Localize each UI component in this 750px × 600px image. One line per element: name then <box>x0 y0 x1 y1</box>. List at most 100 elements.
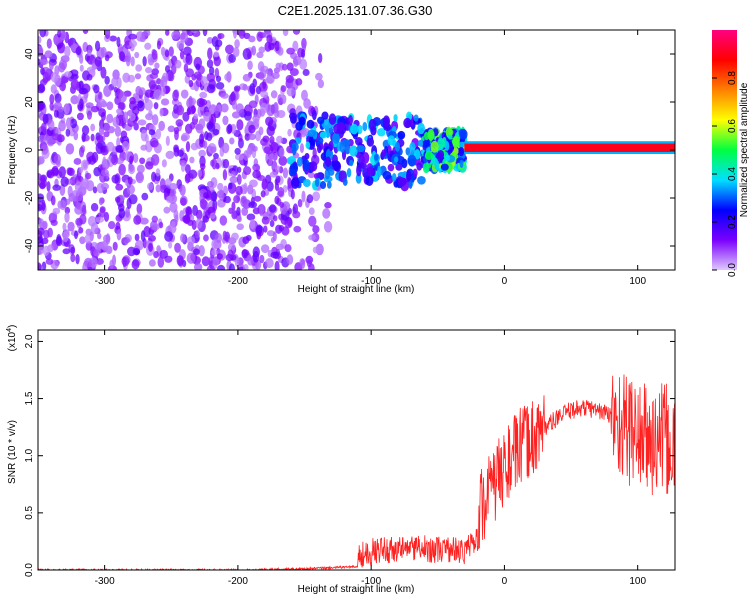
spectrogram-cell <box>64 211 70 223</box>
spectrogram-cell <box>115 183 124 191</box>
spectrogram-cell <box>132 105 140 116</box>
spectrogram-cell <box>281 94 287 104</box>
spectrogram-cell <box>112 241 118 251</box>
spectrogram-cell <box>176 255 184 267</box>
spectrogram-cell <box>55 236 63 247</box>
spectrogram-cell <box>360 162 367 170</box>
y-tick-label: 2.0 <box>24 334 35 348</box>
spectrogram-cell <box>237 166 242 173</box>
spectrogram-cell <box>134 240 144 251</box>
spectrogram-cell <box>198 245 205 257</box>
spectrogram-x-ticks: -300 -200 -100 0 100 <box>95 30 646 287</box>
spectrogram-cell <box>179 50 185 60</box>
spectrogram-cell <box>188 95 193 108</box>
spectrogram-cell <box>75 253 80 265</box>
spectrogram-cell <box>344 143 351 155</box>
spectrogram-cell <box>248 35 256 43</box>
spectrogram-cell <box>42 245 50 257</box>
spectrogram-cell <box>53 101 62 111</box>
spectrogram-cell <box>84 234 93 244</box>
spectrogram-cell <box>269 171 278 178</box>
spectrogram-cell <box>44 51 53 58</box>
spectrogram-cell <box>206 59 214 69</box>
spectrogram-cell <box>78 227 84 234</box>
colorbar-tick-label: 0.6 <box>727 119 738 133</box>
snr-scale-label: (x104) <box>6 325 18 352</box>
snr-y-label: SNR (10 * v/v) <box>7 420 18 484</box>
spectrogram-cell <box>242 83 248 91</box>
spectrogram-cell <box>182 111 190 122</box>
spectrogram-cell <box>75 190 84 202</box>
spectrogram-cell <box>137 100 144 109</box>
spectrogram-heatmap <box>38 30 675 270</box>
spectrogram-cell <box>165 150 175 160</box>
spectrogram-cell <box>147 182 154 191</box>
spectrogram-cell <box>134 73 142 80</box>
spectrogram-cell <box>240 195 248 208</box>
spectrogram-cell <box>199 198 208 210</box>
spectrogram-cell <box>406 169 412 182</box>
spectrogram-cell <box>144 89 154 98</box>
spectrogram-cell <box>440 163 449 171</box>
spectrogram-cell <box>222 230 227 241</box>
snr-y-ticks: 0.0 0.5 1.0 1.5 2.0 <box>24 334 675 577</box>
spectrogram-cell <box>202 215 210 223</box>
spectrogram-cell <box>354 136 363 146</box>
spectrogram-cell <box>75 46 82 56</box>
spectrogram-cell <box>309 161 318 172</box>
spectrogram-cell <box>242 48 252 60</box>
spectrogram-cell <box>148 129 156 136</box>
spectrogram-cell <box>350 123 359 135</box>
spectrogram-cell <box>129 112 136 122</box>
spectrogram-cell <box>164 65 170 73</box>
spectrogram-cell <box>231 210 238 220</box>
spectrogram-cell <box>266 125 275 137</box>
x-tick-label: 100 <box>629 576 646 587</box>
spectrogram-cell <box>437 150 445 159</box>
spectrogram-cell <box>302 178 311 188</box>
spectrogram-cell <box>243 263 249 270</box>
spectrogram-cell <box>231 170 236 179</box>
spectrogram-cell <box>175 105 185 116</box>
spectrogram-cell <box>189 156 195 164</box>
spectrogram-cell <box>312 147 317 159</box>
spectrogram-cell <box>85 102 94 109</box>
spectrogram-cell <box>183 46 192 57</box>
spectrogram-cell <box>176 40 185 50</box>
spectrogram-cell <box>394 142 401 152</box>
spectrogram-cell <box>123 111 129 124</box>
spectrogram-cell <box>91 62 96 71</box>
spectrogram-band-edge <box>464 152 675 154</box>
spectrogram-cell <box>95 216 105 223</box>
spectrogram-cell <box>103 131 110 138</box>
spectrogram-cell <box>458 146 465 157</box>
spectrogram-cell <box>328 140 334 152</box>
spectrogram-cell <box>79 236 86 245</box>
spectrogram-cell <box>252 250 260 263</box>
y-tick-label: 0 <box>24 147 35 153</box>
spectrogram-cell <box>118 91 127 103</box>
spectrogram-cell <box>391 173 397 182</box>
spectrogram-cell <box>229 137 235 145</box>
spectrogram-cell <box>228 182 233 190</box>
spectrogram-cell <box>100 66 107 79</box>
spectrogram-cell <box>120 130 128 139</box>
spectrogram-cell <box>382 170 392 180</box>
spectrogram-cell <box>258 126 264 136</box>
spectrogram-cell <box>62 230 69 243</box>
spectrogram-cell <box>206 37 214 44</box>
spectrogram-cell <box>407 154 417 167</box>
spectrogram-cell <box>166 195 173 203</box>
spectrogram-cell <box>165 135 170 146</box>
spectrogram-cell <box>319 181 327 190</box>
spectrogram-cell <box>207 180 214 188</box>
spectrogram-cell <box>249 179 258 188</box>
spectrogram-cell <box>292 210 301 219</box>
spectrogram-cell <box>38 134 47 144</box>
spectrogram-cell <box>73 131 79 141</box>
spectrogram-cell <box>174 59 182 69</box>
spectrogram-cell <box>186 252 196 264</box>
spectrogram-cell <box>416 162 423 171</box>
spectrogram-cell <box>163 206 171 214</box>
spectrogram-cell <box>232 46 240 58</box>
